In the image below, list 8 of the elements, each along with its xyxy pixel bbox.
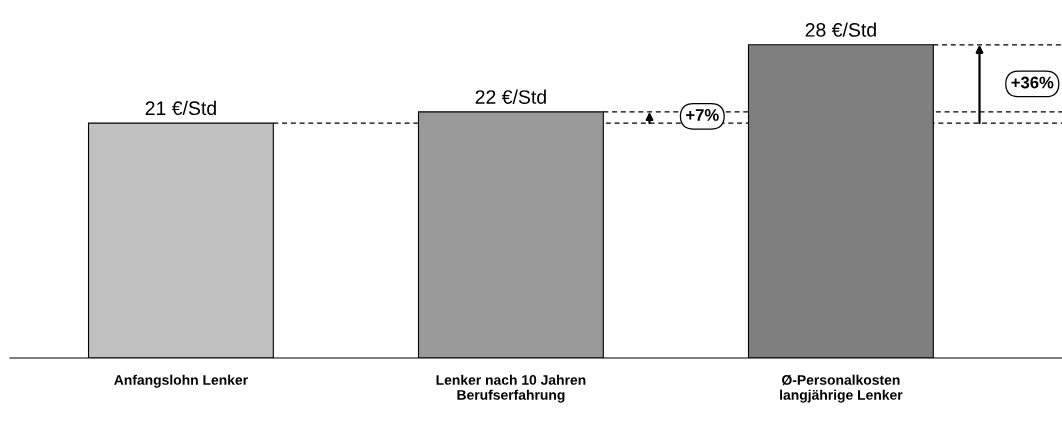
- data-label: 28 €/Std: [805, 22, 876, 37]
- x-tick-label: Ø-Personalkosten langjährige Lenker: [780, 374, 903, 403]
- data-label: 21 €/Std: [145, 100, 216, 116]
- annotation: +36%: [1011, 76, 1054, 89]
- annotation: +7%: [686, 109, 719, 121]
- x-tick-label: Anfangslohn Lenker: [114, 374, 248, 388]
- x-tick-label: Lenker nach 10 Jahren Berufserfahrung: [436, 374, 586, 403]
- data-label: 22 €/Std: [475, 89, 546, 104]
